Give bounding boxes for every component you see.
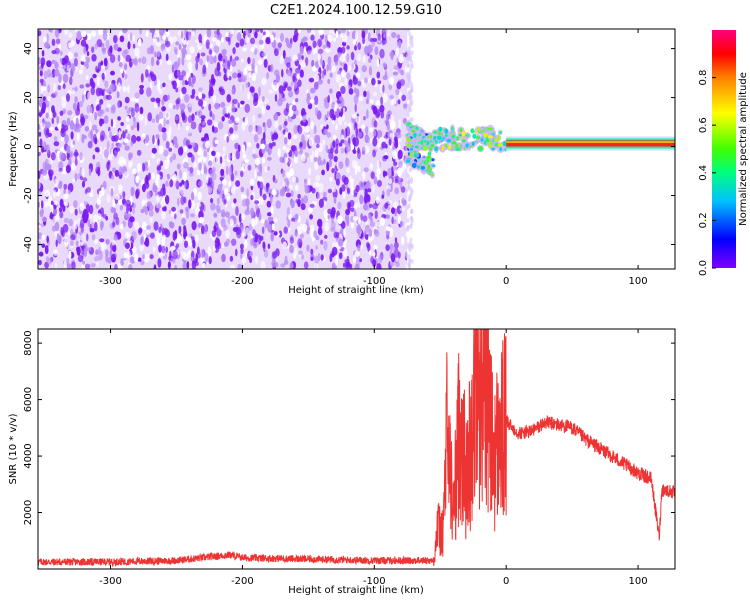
colorbar-tick-label: 0.8 [698,70,709,86]
spectrogram-y-axis-label: Frequency (Hz) [8,111,19,187]
spectrogram-x-axis-label: Height of straight line (km) [288,285,424,296]
snr-y-tick-label: 4000 [23,443,34,468]
spectrogram-region [403,120,437,179]
colorbar-tick-label: 0.2 [698,212,709,228]
colorbar-label: Normalized spectral amplitude [738,72,749,226]
snr-y-tick-label: 8000 [23,330,34,355]
spectrogram-y-tick-label: 40 [23,42,34,55]
snr-y-axis-label: SNR (10 * v/v) [8,413,19,484]
colorbar-tick-label: 0.4 [698,165,709,181]
snr-y-tick-label: 6000 [23,387,34,412]
snr-x-tick-label: -100 [363,576,386,587]
snr-panel: -300 -200 -100 0 100 2000 4000 6000 8000 Height … [8,328,676,596]
spectrogram-x-tick-label: -200 [231,276,254,287]
spectrogram-region [38,29,414,269]
spectrogram-area [38,29,675,269]
spectrogram-y-tick-label: -40 [23,236,34,252]
snr-x-tick-label: 0 [503,576,509,587]
snr-ticks: -300 -200 -100 0 100 2000 4000 6000 8000 [23,329,675,587]
snr-series-line [38,329,675,568]
colorbar-tick-label: 0.0 [698,260,709,276]
spectrogram-y-tick-label: 20 [23,91,34,104]
spectrogram-y-tick-label: 0 [23,143,34,149]
chart-title: C2E1.2024.100.12.59.G10 [270,3,442,18]
spectrogram-x-tick-label: -100 [363,276,386,287]
snr-frame [37,328,676,570]
spectrogram-region [431,124,510,154]
spectrogram-x-tick-label: 100 [629,276,648,287]
snr-x-tick-label: -200 [231,576,254,587]
spectrogram-x-tick-label: 0 [503,276,509,287]
snr-y-tick-label: 2000 [23,500,34,525]
spectrogram-region [506,136,675,151]
snr-x-tick-label: -300 [99,576,122,587]
colorbar-ticks: 0.0 0.2 0.4 0.6 0.8 [698,70,716,276]
colorbar: 0.0 0.2 0.4 0.6 0.8 Normalized spectral ampl… [698,30,749,276]
spectrogram-frame [37,28,676,270]
snr-x-tick-label: 100 [629,576,648,587]
spectrogram-y-tick-label: -20 [23,187,34,203]
spectrogram-x-tick-label: -300 [99,276,122,287]
colorbar-gradient [712,30,736,268]
snr-x-axis-label: Height of straight line (km) [288,585,424,596]
colorbar-tick-label: 0.6 [698,117,709,133]
